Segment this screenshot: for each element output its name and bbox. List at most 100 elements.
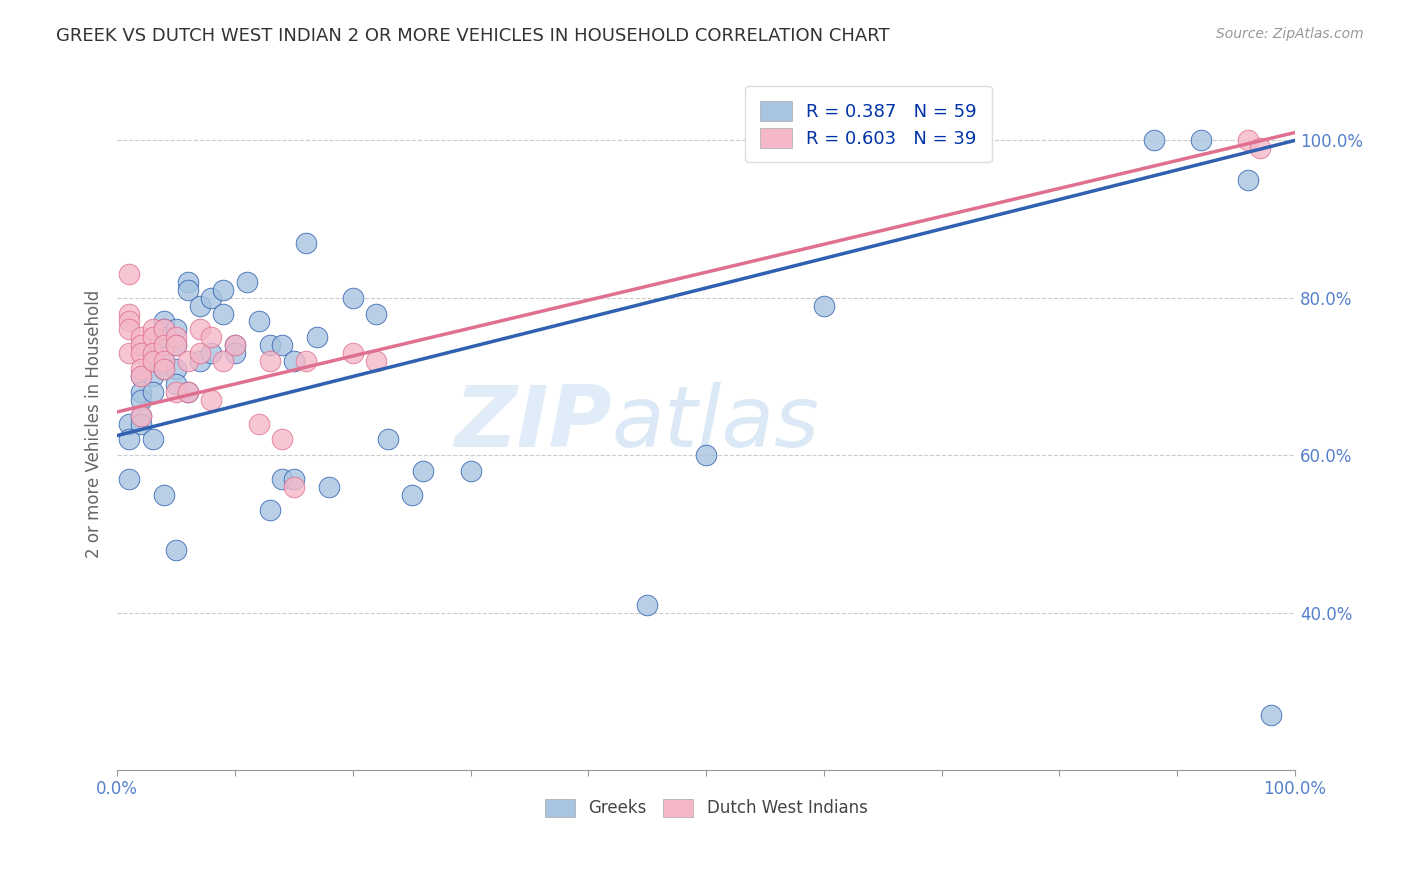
Point — [224, 338, 246, 352]
Point — [141, 369, 163, 384]
Point — [1237, 133, 1260, 147]
Point — [1143, 133, 1166, 147]
Text: atlas: atlas — [612, 382, 820, 466]
Point — [165, 322, 187, 336]
Point — [118, 267, 141, 281]
Point — [188, 346, 211, 360]
Point — [695, 448, 717, 462]
Point — [247, 417, 270, 431]
Point — [200, 291, 222, 305]
Point — [177, 353, 200, 368]
Point — [165, 385, 187, 400]
Point — [212, 307, 235, 321]
Point — [129, 330, 152, 344]
Point — [259, 353, 281, 368]
Point — [283, 480, 305, 494]
Point — [153, 338, 176, 352]
Point — [177, 385, 200, 400]
Point — [165, 377, 187, 392]
Point — [165, 338, 187, 352]
Point — [129, 361, 152, 376]
Point — [153, 322, 176, 336]
Point — [212, 353, 235, 368]
Point — [460, 464, 482, 478]
Point — [200, 393, 222, 408]
Point — [129, 393, 152, 408]
Point — [118, 417, 141, 431]
Point — [141, 353, 163, 368]
Point — [177, 283, 200, 297]
Point — [153, 487, 176, 501]
Point — [377, 433, 399, 447]
Point — [129, 409, 152, 423]
Point — [366, 307, 388, 321]
Point — [188, 353, 211, 368]
Point — [141, 385, 163, 400]
Point — [177, 385, 200, 400]
Point — [129, 369, 152, 384]
Text: ZIP: ZIP — [454, 382, 612, 466]
Point — [366, 353, 388, 368]
Point — [165, 542, 187, 557]
Point — [129, 417, 152, 431]
Point — [1237, 173, 1260, 187]
Point — [283, 353, 305, 368]
Point — [165, 330, 187, 344]
Point — [200, 330, 222, 344]
Point — [271, 338, 294, 352]
Point — [118, 322, 141, 336]
Point — [141, 433, 163, 447]
Point — [141, 353, 163, 368]
Point — [118, 472, 141, 486]
Point — [294, 235, 316, 250]
Point — [1260, 707, 1282, 722]
Point — [813, 299, 835, 313]
Point — [1189, 133, 1212, 147]
Point — [153, 330, 176, 344]
Point — [342, 346, 364, 360]
Point — [153, 361, 176, 376]
Point — [153, 322, 176, 336]
Point — [129, 409, 152, 423]
Point — [294, 353, 316, 368]
Point — [200, 346, 222, 360]
Point — [165, 361, 187, 376]
Point — [342, 291, 364, 305]
Point — [212, 283, 235, 297]
Point — [1249, 141, 1271, 155]
Point — [401, 487, 423, 501]
Point — [224, 346, 246, 360]
Point — [153, 361, 176, 376]
Point — [153, 353, 176, 368]
Point — [188, 299, 211, 313]
Y-axis label: 2 or more Vehicles in Household: 2 or more Vehicles in Household — [86, 290, 103, 558]
Point — [129, 346, 152, 360]
Point — [141, 346, 163, 360]
Text: GREEK VS DUTCH WEST INDIAN 2 OR MORE VEHICLES IN HOUSEHOLD CORRELATION CHART: GREEK VS DUTCH WEST INDIAN 2 OR MORE VEH… — [56, 27, 890, 45]
Point — [259, 338, 281, 352]
Point — [129, 385, 152, 400]
Point — [247, 314, 270, 328]
Point — [224, 338, 246, 352]
Point — [118, 307, 141, 321]
Point — [307, 330, 329, 344]
Point — [235, 275, 257, 289]
Point — [118, 433, 141, 447]
Point — [412, 464, 434, 478]
Point — [141, 322, 163, 336]
Point — [153, 353, 176, 368]
Point — [141, 330, 163, 344]
Point — [271, 433, 294, 447]
Legend: Greeks, Dutch West Indians: Greeks, Dutch West Indians — [538, 792, 875, 824]
Point — [118, 346, 141, 360]
Point — [177, 275, 200, 289]
Point — [118, 314, 141, 328]
Point — [153, 314, 176, 328]
Point — [165, 338, 187, 352]
Point — [129, 338, 152, 352]
Point — [129, 369, 152, 384]
Point — [141, 346, 163, 360]
Point — [188, 322, 211, 336]
Point — [283, 472, 305, 486]
Point — [259, 503, 281, 517]
